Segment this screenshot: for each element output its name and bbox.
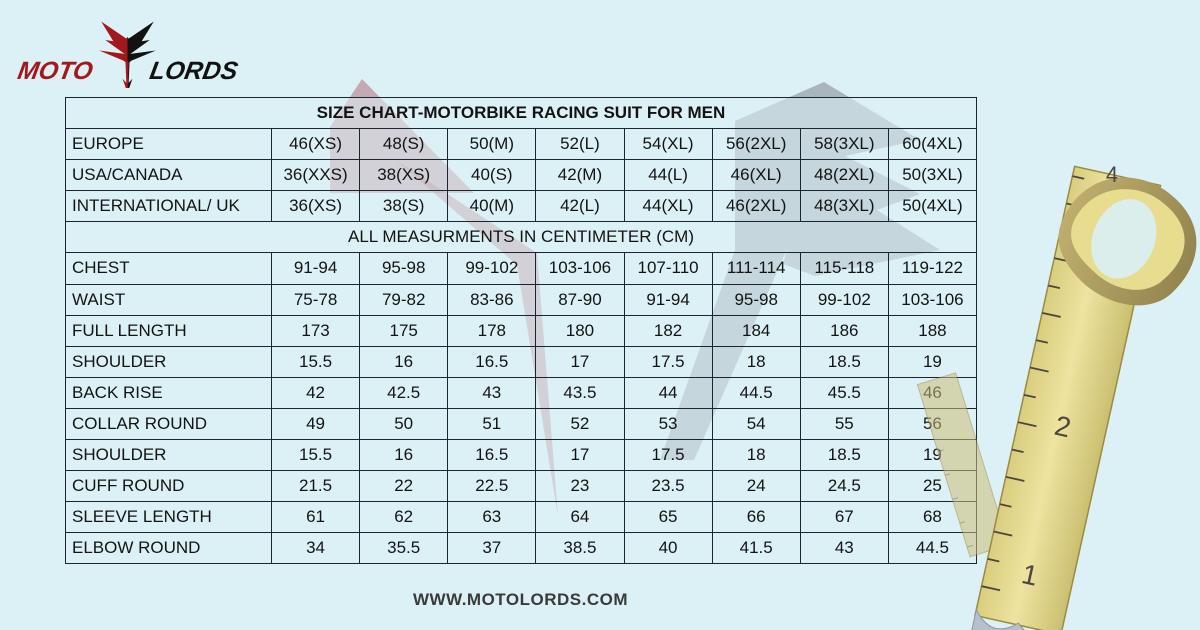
svg-text:4: 4 — [1106, 162, 1118, 187]
